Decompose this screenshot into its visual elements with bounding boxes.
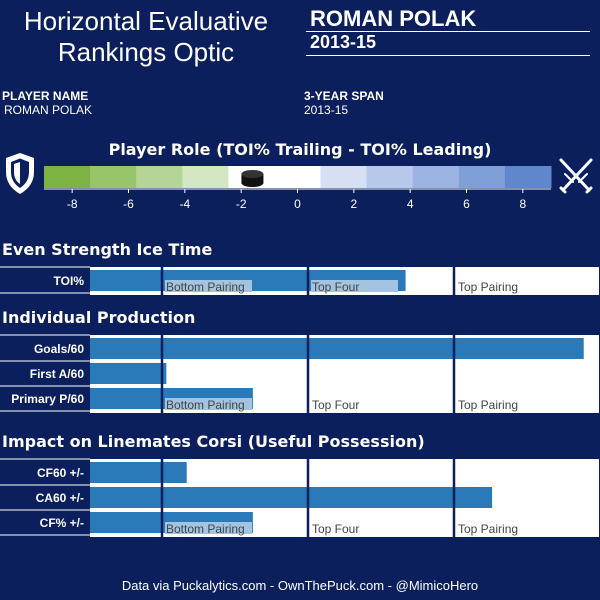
role-scale-title: Player Role (TOI% Trailing - TOI% Leadin…: [108, 140, 492, 159]
bar-category-label: TOI%: [54, 274, 85, 288]
section-title-production: Individual Production: [2, 308, 196, 327]
role-scale-segment: [366, 166, 414, 188]
role-scale-tick-label: -4: [179, 197, 190, 211]
header-rule-top: [306, 31, 590, 32]
tier-label: Top Four: [312, 398, 359, 412]
header-rule-bottom: [306, 55, 590, 56]
tier-label: Top Pairing: [458, 280, 518, 294]
role-scale-tick-label: 2: [350, 197, 357, 211]
role-scale-tick-label: 0: [294, 197, 301, 211]
role-scale-ticks: -8 -6 -4 -2 0 2 4 6 8: [44, 188, 551, 211]
tier-label-highlight: [165, 280, 252, 292]
role-scale-segment: [182, 166, 229, 188]
role-scale-segment: [44, 166, 91, 188]
bar: [90, 462, 187, 483]
bar: [90, 487, 493, 508]
bar-category-label: First A/60: [30, 367, 85, 381]
role-scale-tick-label: -8: [67, 197, 78, 211]
tier-label-highlight: [311, 280, 398, 292]
bar-category-label: Goals/60: [34, 342, 84, 356]
span-label: 3-YEAR SPAN: [304, 89, 384, 103]
footer-credits: Data via Puckalytics.com - OwnThePuck.co…: [121, 578, 479, 593]
bar-panel: TOI% Bottom Pairing Top Four Top Pairing: [0, 266, 599, 295]
tier-label: Top Four: [312, 522, 359, 536]
role-scale-segment: [458, 166, 506, 188]
role-scale-segment: [320, 166, 368, 188]
role-scale-tick-label: -6: [123, 197, 134, 211]
player-name-heading: ROMAN POLAK: [310, 6, 477, 31]
puck-marker-icon: [241, 170, 264, 187]
bar: [90, 363, 167, 384]
player-name-label: PLAYER NAME: [2, 89, 89, 103]
span-value: 2013-15: [304, 103, 349, 117]
bar-panel: CF60 +/- CA60 +/- CF% +/- Bottom Pairing Top…: [0, 458, 599, 537]
role-scale-tick-label: 8: [519, 197, 526, 211]
role-scale-bar: [44, 166, 552, 188]
span-heading: 2013-15: [310, 32, 377, 52]
role-scale-tick-label: -2: [236, 197, 247, 211]
tier-label: Top Pairing: [458, 398, 518, 412]
player-name-value: ROMAN POLAK: [4, 103, 93, 117]
bar: [90, 338, 584, 359]
tier-label: Top Four: [312, 280, 359, 294]
section-title-ice-time: Even Strength Ice Time: [2, 240, 213, 259]
chart-title-line2: Rankings Optic: [57, 37, 235, 67]
tier-label-highlight: [165, 522, 252, 534]
shield-icon: [6, 153, 34, 194]
tier-label: Bottom Pairing: [166, 398, 245, 412]
tier-label: Top Pairing: [458, 522, 518, 536]
crossed-swords-icon: [559, 158, 593, 194]
tier-label: Bottom Pairing: [166, 522, 245, 536]
role-scale: -8 -6 -4 -2 0 2 4 6 8: [6, 153, 593, 211]
role-scale-tick-label: 4: [407, 197, 414, 211]
chart-title-line1: Horizontal Evaluative: [23, 6, 269, 36]
bar-category-label: CF% +/-: [40, 516, 84, 530]
role-scale-segment: [412, 166, 460, 188]
bar-panel: Goals/60 First A/60 Primary P/60 Bottom Pai…: [0, 334, 599, 413]
tier-label-highlight: [165, 398, 252, 410]
bar-category-label: CF60 +/-: [37, 466, 84, 480]
section-title-possession: Impact on Linemates Corsi (Useful Posses…: [2, 432, 425, 451]
bar-category-label: Primary P/60: [11, 392, 84, 406]
role-scale-segment: [504, 166, 552, 188]
role-scale-segment: [136, 166, 183, 188]
role-scale-tick-label: 6: [463, 197, 470, 211]
tier-label: Bottom Pairing: [166, 280, 245, 294]
chart-title: Horizontal Evaluative Rankings Optic: [0, 6, 292, 68]
role-scale-segment: [90, 166, 137, 188]
bar-category-label: CA60 +/-: [36, 491, 84, 505]
role-scale-segment: [274, 166, 322, 188]
